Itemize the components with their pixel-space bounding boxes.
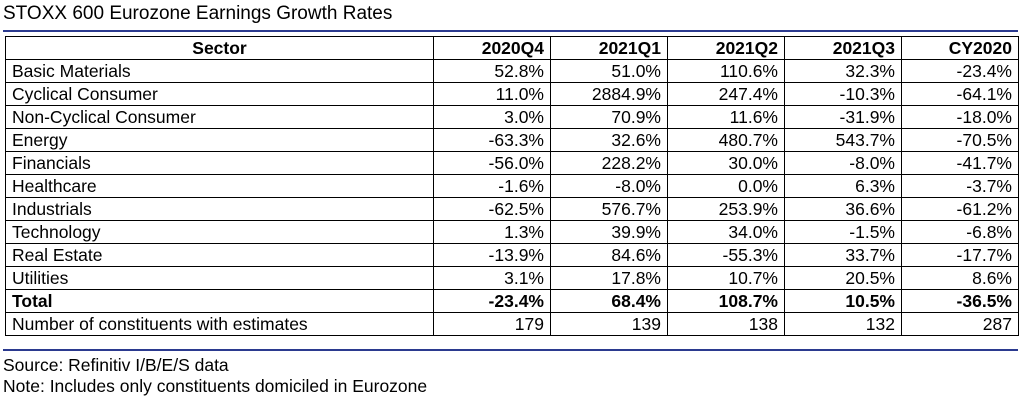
row-label-cell: Utilities <box>5 266 434 290</box>
value-cell: 68.4% <box>550 289 668 313</box>
row-label-cell: Non-Cyclical Consumer <box>5 105 434 129</box>
value-cell: 33.7% <box>784 243 902 267</box>
value-cell: 11.0% <box>433 82 551 106</box>
header-row: Sector 2020Q4 2021Q1 2021Q2 2021Q3 CY202… <box>5 36 1019 60</box>
value-cell: 10.5% <box>784 289 902 313</box>
value-cell: -55.3% <box>667 243 785 267</box>
row-label-cell: Financials <box>5 151 434 175</box>
value-cell: 84.6% <box>550 243 668 267</box>
value-cell: 10.7% <box>667 266 785 290</box>
table-row: Technology 1.3% 39.9% 34.0% -1.5% -6.8% <box>5 220 1019 244</box>
value-cell: 108.7% <box>667 289 785 313</box>
value-cell: 2884.9% <box>550 82 668 106</box>
value-cell: -56.0% <box>433 151 551 175</box>
table-body: Basic Materials 52.8% 51.0% 110.6% 32.3% -23.… <box>5 59 1019 336</box>
value-cell: -10.3% <box>784 82 902 106</box>
value-cell: -17.7% <box>901 243 1019 267</box>
row-label-cell: Healthcare <box>5 174 434 198</box>
value-cell: 20.5% <box>784 266 902 290</box>
value-cell: 543.7% <box>784 128 902 152</box>
value-cell: 70.9% <box>550 105 668 129</box>
value-cell: -1.6% <box>433 174 551 198</box>
value-cell: 30.0% <box>667 151 785 175</box>
row-label-cell: Basic Materials <box>5 59 434 83</box>
row-label-cell: Technology <box>5 220 434 244</box>
value-cell: 51.0% <box>550 59 668 83</box>
value-cell: -31.9% <box>784 105 902 129</box>
table-row: Utilities 3.1% 17.8% 10.7% 20.5% 8.6% <box>5 266 1019 290</box>
value-cell: -18.0% <box>901 105 1019 129</box>
footnote: Note: Includes only constituents domicil… <box>3 376 428 396</box>
table-title: STOXX 600 Eurozone Earnings Growth Rates <box>3 3 393 24</box>
table-row: Cyclical Consumer 11.0% 2884.9% 247.4% -10.3… <box>5 82 1019 106</box>
value-cell: 132 <box>784 312 902 336</box>
value-cell: -63.3% <box>433 128 551 152</box>
value-cell: 34.0% <box>667 220 785 244</box>
table-row: Industrials -62.5% 576.7% 253.9% 36.6% -61.2% <box>5 197 1019 221</box>
value-cell: 138 <box>667 312 785 336</box>
value-cell: -70.5% <box>901 128 1019 152</box>
row-label-cell: Cyclical Consumer <box>5 82 434 106</box>
value-cell: 3.0% <box>433 105 551 129</box>
value-cell: 480.7% <box>667 128 785 152</box>
value-cell: -41.7% <box>901 151 1019 175</box>
value-cell: 39.9% <box>550 220 668 244</box>
value-cell: -8.0% <box>550 174 668 198</box>
column-header-sector: Sector <box>5 36 434 60</box>
value-cell: -23.4% <box>433 289 551 313</box>
table-row: Energy -63.3% 32.6% 480.7% 543.7% -70.5% <box>5 128 1019 152</box>
value-cell: 52.8% <box>433 59 551 83</box>
value-cell: 247.4% <box>667 82 785 106</box>
value-cell: -3.7% <box>901 174 1019 198</box>
value-cell: 228.2% <box>550 151 668 175</box>
value-cell: -64.1% <box>901 82 1019 106</box>
value-cell: 139 <box>550 312 668 336</box>
column-header-cy2020: CY2020 <box>901 36 1019 60</box>
earnings-growth-table: Sector 2020Q4 2021Q1 2021Q2 2021Q3 CY202… <box>5 36 1019 336</box>
value-cell: -13.9% <box>433 243 551 267</box>
row-label-cell: Energy <box>5 128 434 152</box>
value-cell: 32.3% <box>784 59 902 83</box>
value-cell: 576.7% <box>550 197 668 221</box>
table-row: Healthcare -1.6% -8.0% 0.0% 6.3% -3.7% <box>5 174 1019 198</box>
value-cell: 0.0% <box>667 174 785 198</box>
value-cell: 11.6% <box>667 105 785 129</box>
value-cell: -6.8% <box>901 220 1019 244</box>
footer-rule <box>3 349 1018 351</box>
value-cell: 6.3% <box>784 174 902 198</box>
table-row: Real Estate -13.9% 84.6% -55.3% 33.7% -17.7% <box>5 243 1019 267</box>
value-cell: 179 <box>433 312 551 336</box>
value-cell: -36.5% <box>901 289 1019 313</box>
value-cell: -1.5% <box>784 220 902 244</box>
value-cell: 32.6% <box>550 128 668 152</box>
table-row: Basic Materials 52.8% 51.0% 110.6% 32.3% -23.… <box>5 59 1019 83</box>
row-label-cell: Industrials <box>5 197 434 221</box>
source-note: Source: Refinitiv I/B/E/S data <box>3 355 229 375</box>
value-cell: 3.1% <box>433 266 551 290</box>
value-cell: 36.6% <box>784 197 902 221</box>
value-cell: 1.3% <box>433 220 551 244</box>
value-cell: -61.2% <box>901 197 1019 221</box>
column-header-2021q2: 2021Q2 <box>667 36 785 60</box>
column-header-2021q1: 2021Q1 <box>550 36 668 60</box>
constituents-row: Number of constituents with estimates 179… <box>5 312 1019 336</box>
value-cell: -8.0% <box>784 151 902 175</box>
table-row: Financials -56.0% 228.2% 30.0% -8.0% -41.7% <box>5 151 1019 175</box>
value-cell: 8.6% <box>901 266 1019 290</box>
value-cell: -62.5% <box>433 197 551 221</box>
value-cell: 110.6% <box>667 59 785 83</box>
total-row: Total -23.4% 68.4% 108.7% 10.5% -36.5% <box>5 289 1019 313</box>
value-cell: 287 <box>901 312 1019 336</box>
row-label-cell: Number of constituents with estimates <box>5 312 434 336</box>
row-label-cell: Total <box>5 289 434 313</box>
column-header-2020q4: 2020Q4 <box>433 36 551 60</box>
row-label-cell: Real Estate <box>5 243 434 267</box>
column-header-2021q3: 2021Q3 <box>784 36 902 60</box>
value-cell: 17.8% <box>550 266 668 290</box>
table-row: Non-Cyclical Consumer 3.0% 70.9% 11.6% -31.9… <box>5 105 1019 129</box>
value-cell: 253.9% <box>667 197 785 221</box>
title-rule <box>3 30 1018 32</box>
value-cell: -23.4% <box>901 59 1019 83</box>
